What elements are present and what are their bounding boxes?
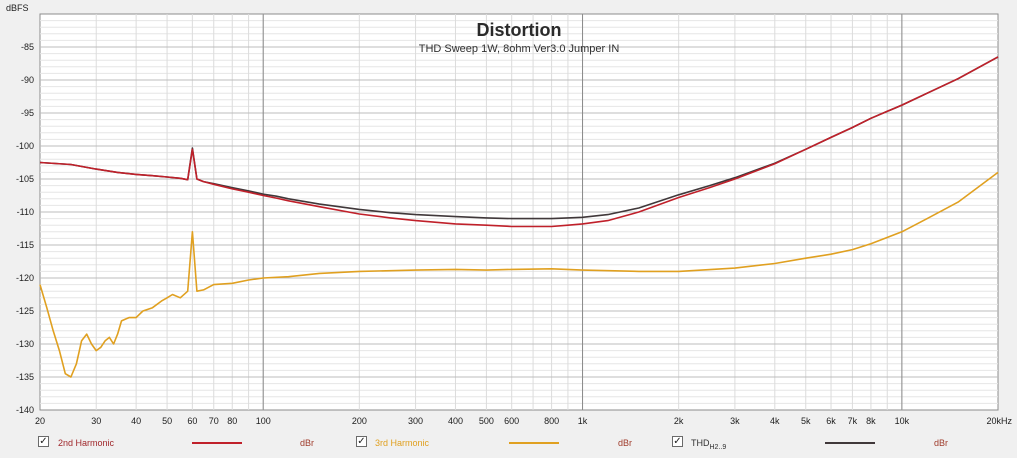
legend: ✓ 2nd Harmonic dBr ✓ 3rd Harmonic dBr ✓ … xyxy=(0,428,1017,458)
x-tick-label: 800 xyxy=(544,416,559,426)
x-tick-label: 2k xyxy=(674,416,684,426)
x-tick-label: 400 xyxy=(448,416,463,426)
x-tick-label: 8k xyxy=(866,416,876,426)
x-tick-label: 300 xyxy=(408,416,423,426)
legend-subscript-thd: H2..9 xyxy=(709,443,727,451)
series-lines xyxy=(39,56,999,378)
checkbox-thd[interactable]: ✓ xyxy=(672,436,683,447)
x-tick-label: 50 xyxy=(162,416,172,426)
checkbox-2nd-harmonic[interactable]: ✓ xyxy=(38,436,49,447)
x-tick-label: 10k xyxy=(895,416,910,426)
x-tick-label: 40 xyxy=(131,416,141,426)
legend-text-3rd: 3rd Harmonic xyxy=(375,438,430,448)
x-tick-label: 20kHz xyxy=(986,416,1012,426)
axis-ticks: -85 -90 -95 -100 -105 -110 -115 -120 -125 -130 -13… xyxy=(16,42,1013,426)
x-tick-label: 500 xyxy=(479,416,494,426)
legend-label-thd: THDH2..9 xyxy=(691,438,726,451)
x-tick-label: 80 xyxy=(227,416,237,426)
series-line-2nd-harmonic xyxy=(39,56,999,228)
x-tick-label: 20 xyxy=(35,416,45,426)
y-tick-label: -105 xyxy=(16,174,34,184)
x-tick-label: 1k xyxy=(578,416,588,426)
x-tick-label: 7k xyxy=(848,416,858,426)
y-tick-label: -125 xyxy=(16,306,34,316)
x-tick-label: 60 xyxy=(187,416,197,426)
legend-unit-2nd-harmonic: dBr xyxy=(300,438,315,448)
legend-unit-thd: dBr xyxy=(934,438,949,448)
x-tick-label: 200 xyxy=(352,416,367,426)
y-tick-label: -140 xyxy=(16,405,34,415)
x-tick-label: 3k xyxy=(730,416,740,426)
y-tick-label: -130 xyxy=(16,339,34,349)
y-tick-label: -95 xyxy=(21,108,34,118)
legend-swatch-3rd-harmonic xyxy=(509,442,559,444)
y-tick-label: -115 xyxy=(17,240,34,250)
y-unit-label: dBFS xyxy=(6,3,29,13)
legend-swatch-2nd-harmonic xyxy=(192,442,242,444)
x-tick-label: 100 xyxy=(256,416,271,426)
x-tick-label: 30 xyxy=(91,416,101,426)
distortion-chart: -85 -90 -95 -100 -105 -110 -115 -120 -125 -130 -13… xyxy=(6,3,1013,426)
legend-text-thd: THD xyxy=(691,438,710,448)
y-tick-label: -100 xyxy=(16,141,34,151)
x-tick-label: 600 xyxy=(504,416,519,426)
x-tick-label: 4k xyxy=(770,416,780,426)
checkbox-3rd-harmonic[interactable]: ✓ xyxy=(356,436,367,447)
y-tick-label: -85 xyxy=(21,42,34,52)
legend-label-2nd-harmonic: 2nd Harmonic xyxy=(58,438,114,448)
x-tick-label: 70 xyxy=(209,416,219,426)
legend-text-2nd: 2nd Harmonic xyxy=(58,438,115,448)
chart-subtitle: THD Sweep 1W, 8ohm Ver3.0 Jumper IN xyxy=(419,43,620,55)
legend-unit-3rd-harmonic: dBr xyxy=(618,438,633,448)
grid xyxy=(40,14,998,410)
chart-title: Distortion xyxy=(477,20,562,40)
x-tick-label: 6k xyxy=(826,416,836,426)
legend-label-3rd-harmonic: 3rd Harmonic xyxy=(375,438,429,448)
x-tick-label: 5k xyxy=(801,416,811,426)
y-tick-label: -110 xyxy=(17,207,34,217)
y-tick-label: -120 xyxy=(16,273,34,283)
series-line-3rd-harmonic xyxy=(39,171,999,378)
legend-swatch-thd xyxy=(825,442,875,444)
y-tick-label: -135 xyxy=(16,372,34,382)
y-tick-label: -90 xyxy=(21,75,34,85)
